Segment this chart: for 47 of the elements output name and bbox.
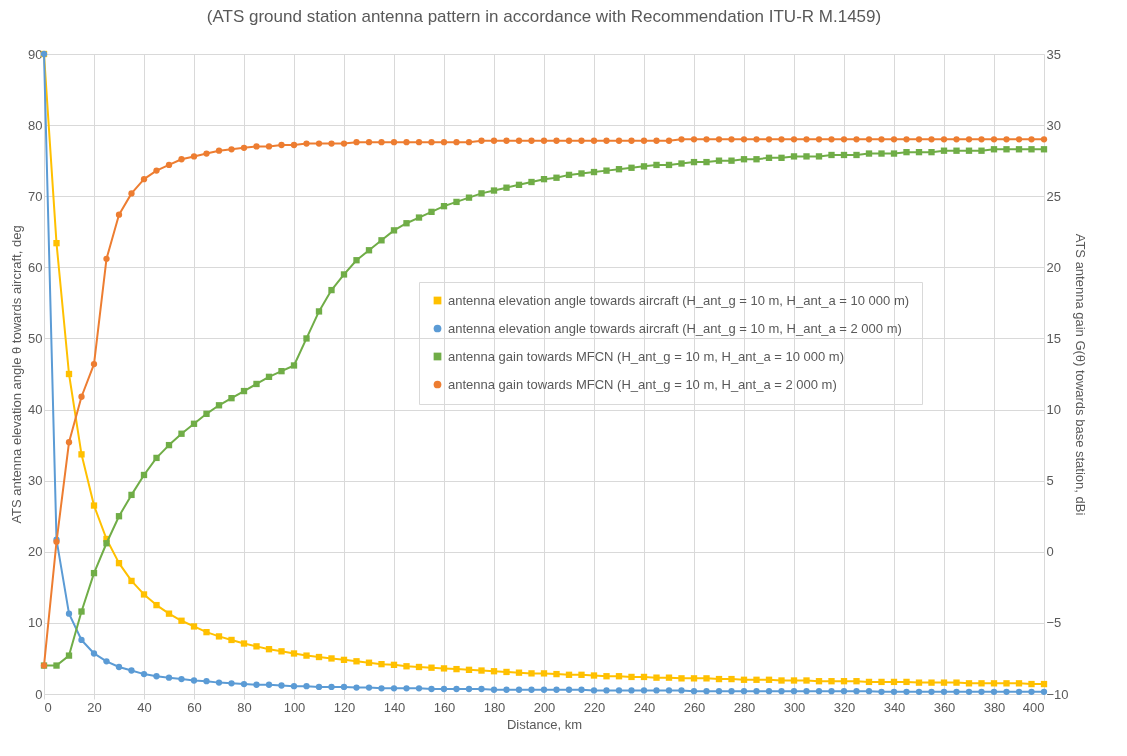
x-tick-label: 320	[833, 699, 856, 715]
x-tick-label: 100	[283, 699, 306, 715]
chart-title: (ATS ground station antenna pattern in accordance with Recommendation ITU-R M.1459)	[206, 7, 882, 26]
y2-tick-label: 35	[1046, 46, 1061, 62]
y-tick-label: 10	[28, 615, 43, 631]
x-tick-label: 240	[633, 699, 656, 715]
legend-label: antenna gain towards MFCN (H_ant_g = 10 m, H_ant_a = 2 000 m)	[448, 376, 837, 392]
x-tick-label: 80	[237, 699, 252, 715]
y-tick-label: 0	[35, 686, 43, 702]
x-tick-label: 300	[783, 699, 806, 715]
x-tick-label: 260	[683, 699, 706, 715]
x-tick-label: 20	[87, 699, 102, 715]
legend-label: antenna gain towards MFCN (H_ant_g = 10 m, H_ant_a = 10 000 m)	[448, 348, 844, 364]
legend-label: antenna elevation angle towards aircraft (H_ant_g = 10 m, H_ant_a = 2 000 m)	[448, 320, 902, 336]
y-tick-label: 30	[28, 473, 43, 489]
y-axis-title: ATS antenna elevation angle θ towards aircraft, deg	[9, 225, 25, 524]
x-tick-label: 360	[933, 699, 956, 715]
x-tick-label: 400	[1022, 699, 1045, 715]
x-axis-title: Distance, km	[506, 716, 583, 732]
y-tick-label: 20	[28, 544, 43, 560]
x-tick-label: 60	[187, 699, 202, 715]
y-tick-label: 80	[28, 117, 43, 133]
x-tick-label: 160	[433, 699, 456, 715]
x-tick-label: 220	[583, 699, 606, 715]
x-tick-label: 340	[883, 699, 906, 715]
y2-tick-label: −5	[1046, 615, 1062, 631]
legend-label: antenna elevation angle towards aircraft (H_ant_g = 10 m, H_ant_a = 10 000 m)	[448, 292, 910, 308]
y2-tick-label: 0	[1046, 544, 1054, 560]
y2-tick-label: 15	[1046, 330, 1061, 346]
y-tick-label: 50	[28, 330, 43, 346]
x-tick-label: 280	[733, 699, 756, 715]
y2-tick-label: 25	[1046, 188, 1061, 204]
y-tick-label: 40	[28, 402, 43, 418]
y2-tick-label: 20	[1046, 259, 1061, 275]
y2-axis-title: ATS antenna gain G(θ) towards base station, dBi	[1072, 233, 1088, 516]
x-tick-label: 200	[533, 699, 556, 715]
y2-tick-label: 30	[1046, 117, 1061, 133]
y-tick-label: 60	[28, 259, 43, 275]
x-tick-label: 140	[383, 699, 406, 715]
x-tick-label: 380	[983, 699, 1006, 715]
y2-tick-label: 10	[1046, 402, 1061, 418]
x-tick-label: 40	[137, 699, 152, 715]
y2-tick-label: 5	[1046, 473, 1054, 489]
x-tick-label: 180	[483, 699, 506, 715]
y-tick-label: 70	[28, 188, 43, 204]
x-tick-label: 120	[333, 699, 356, 715]
y2-tick-label: −10	[1046, 686, 1069, 702]
